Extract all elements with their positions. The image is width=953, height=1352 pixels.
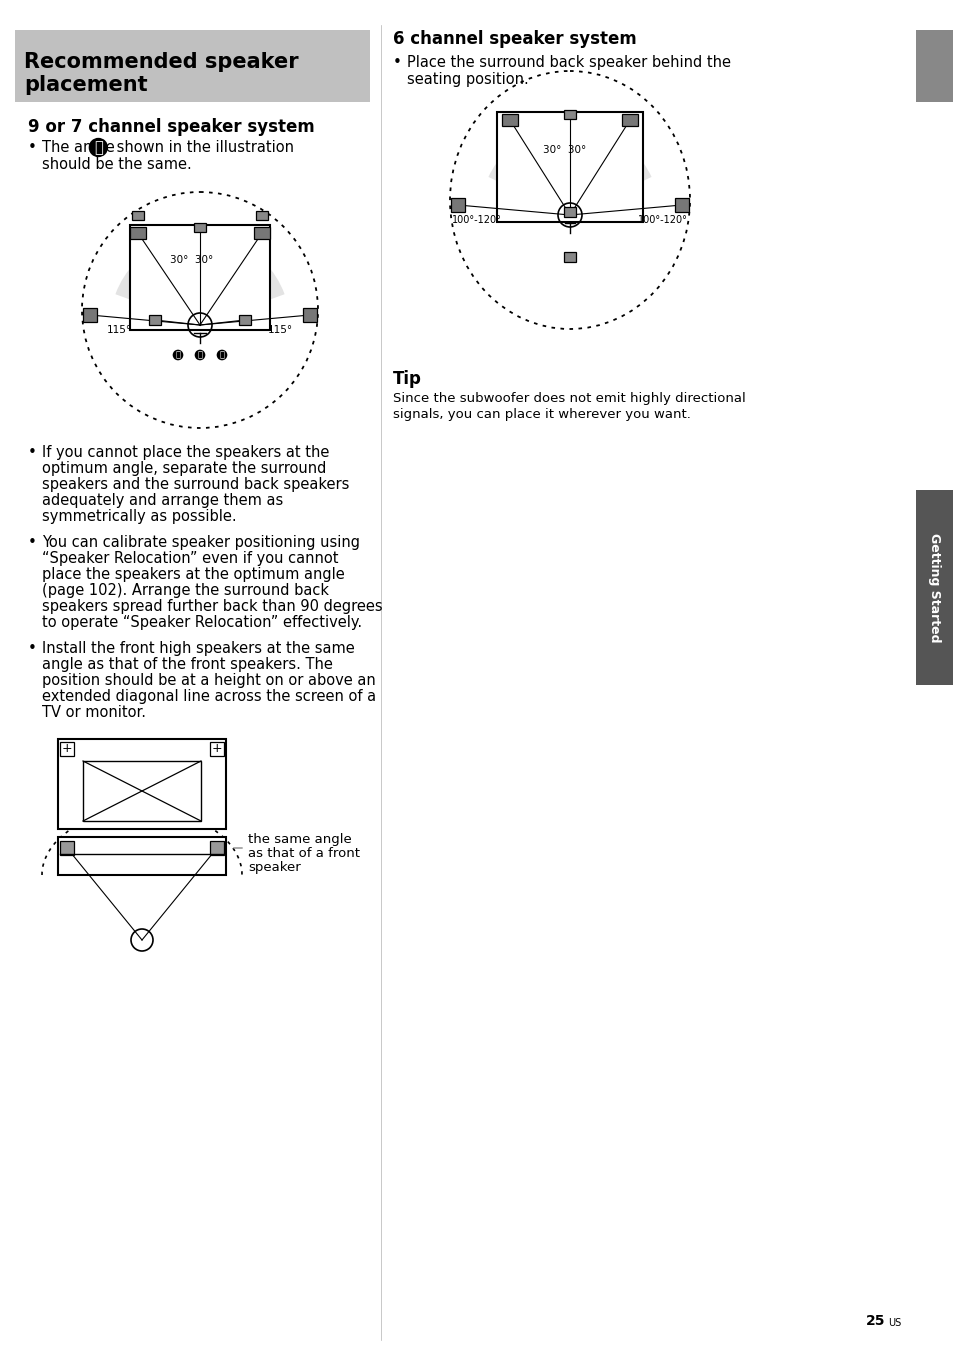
- Bar: [451, 197, 464, 212]
- Text: 30°  30°: 30° 30°: [171, 256, 213, 265]
- Bar: [563, 251, 576, 262]
- Bar: [149, 315, 161, 324]
- Text: seating position.: seating position.: [407, 72, 528, 87]
- Text: “Speaker Relocation” even if you cannot: “Speaker Relocation” even if you cannot: [42, 552, 338, 566]
- Text: TV or monitor.: TV or monitor.: [42, 704, 146, 721]
- Bar: [915, 30, 953, 101]
- Text: adequately and arrange them as: adequately and arrange them as: [42, 493, 283, 508]
- Text: •: •: [28, 445, 37, 460]
- Bar: [563, 110, 576, 119]
- Bar: [58, 837, 226, 875]
- Bar: [501, 114, 517, 126]
- Text: •: •: [28, 535, 37, 550]
- Text: 100°-120°: 100°-120°: [452, 215, 501, 224]
- Bar: [83, 308, 97, 322]
- Text: The angle: The angle: [42, 141, 119, 155]
- Bar: [239, 315, 251, 324]
- Bar: [193, 223, 206, 231]
- Bar: [83, 761, 201, 821]
- Text: angle as that of the front speakers. The: angle as that of the front speakers. The: [42, 657, 333, 672]
- Bar: [915, 489, 953, 685]
- Text: shown in the illustration: shown in the illustration: [112, 141, 294, 155]
- Text: 25: 25: [864, 1314, 884, 1328]
- Bar: [255, 211, 268, 219]
- Text: •: •: [28, 641, 37, 656]
- Text: Recommended speaker: Recommended speaker: [24, 51, 298, 72]
- Text: speaker: speaker: [248, 861, 300, 873]
- Wedge shape: [180, 250, 219, 324]
- Bar: [132, 211, 144, 219]
- Wedge shape: [200, 241, 284, 324]
- Text: US: US: [887, 1318, 901, 1328]
- Bar: [563, 207, 576, 218]
- Bar: [253, 227, 270, 239]
- Text: +: +: [212, 742, 222, 756]
- Wedge shape: [569, 131, 651, 215]
- Text: 115°: 115°: [107, 324, 132, 335]
- Text: Ⓐ: Ⓐ: [94, 141, 103, 155]
- Text: the same angle: the same angle: [248, 833, 352, 846]
- Text: extended diagonal line across the screen of a: extended diagonal line across the screen…: [42, 690, 375, 704]
- Bar: [60, 742, 74, 756]
- Bar: [60, 841, 74, 854]
- Bar: [130, 227, 146, 239]
- Text: as that of a front: as that of a front: [248, 846, 359, 860]
- Text: Tip: Tip: [393, 370, 421, 388]
- Wedge shape: [115, 241, 200, 324]
- Text: •: •: [28, 141, 37, 155]
- Text: symmetrically as possible.: symmetrically as possible.: [42, 508, 236, 525]
- Bar: [621, 114, 638, 126]
- Wedge shape: [488, 131, 569, 215]
- Bar: [15, 30, 370, 101]
- Text: Getting Started: Getting Started: [927, 533, 941, 642]
- Text: Ⓐ: Ⓐ: [175, 350, 180, 360]
- Text: optimum angle, separate the surround: optimum angle, separate the surround: [42, 461, 326, 476]
- Text: placement: placement: [24, 74, 148, 95]
- Bar: [675, 197, 688, 212]
- Bar: [210, 841, 224, 854]
- Text: 30°  30°: 30° 30°: [543, 145, 586, 155]
- Text: •: •: [393, 55, 401, 70]
- Text: 6 channel speaker system: 6 channel speaker system: [393, 30, 636, 49]
- Text: Ⓐ: Ⓐ: [197, 350, 202, 360]
- Text: Ⓐ: Ⓐ: [219, 350, 224, 360]
- Text: +: +: [62, 742, 72, 756]
- Text: place the speakers at the optimum angle: place the speakers at the optimum angle: [42, 566, 344, 581]
- Bar: [58, 740, 226, 829]
- Text: You can calibrate speaker positioning using: You can calibrate speaker positioning us…: [42, 535, 359, 550]
- Wedge shape: [200, 253, 253, 324]
- Text: 9 or 7 channel speaker system: 9 or 7 channel speaker system: [28, 118, 314, 137]
- Text: (page 102). Arrange the surround back: (page 102). Arrange the surround back: [42, 583, 329, 598]
- Bar: [210, 742, 224, 756]
- Text: speakers and the surround back speakers: speakers and the surround back speakers: [42, 477, 349, 492]
- Text: to operate “Speaker Relocation” effectively.: to operate “Speaker Relocation” effectiv…: [42, 615, 362, 630]
- Text: signals, you can place it wherever you want.: signals, you can place it wherever you w…: [393, 408, 690, 420]
- Bar: [303, 308, 316, 322]
- Bar: [497, 112, 642, 222]
- Text: If you cannot place the speakers at the: If you cannot place the speakers at the: [42, 445, 329, 460]
- Text: Install the front high speakers at the same: Install the front high speakers at the s…: [42, 641, 355, 656]
- Text: position should be at a height on or above an: position should be at a height on or abo…: [42, 673, 375, 688]
- Bar: [130, 224, 270, 330]
- Text: speakers spread further back than 90 degrees: speakers spread further back than 90 deg…: [42, 599, 382, 614]
- Text: 100°-120°: 100°-120°: [638, 215, 687, 224]
- Text: should be the same.: should be the same.: [42, 157, 192, 172]
- Text: Since the subwoofer does not emit highly directional: Since the subwoofer does not emit highly…: [393, 392, 745, 406]
- Text: 115°: 115°: [268, 324, 293, 335]
- Text: Place the surround back speaker behind the: Place the surround back speaker behind t…: [407, 55, 730, 70]
